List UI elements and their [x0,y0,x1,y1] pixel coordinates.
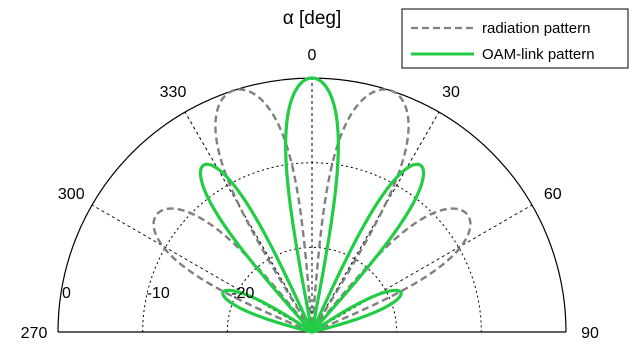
angle-tick-label: 60 [544,186,562,203]
legend-label-oam: OAM-link pattern [482,46,595,63]
angle-tick-label: 300 [58,186,85,203]
polar-grid [57,77,567,333]
series-oam-link-pattern [198,76,426,334]
legend-label-radiation: radiation pattern [482,20,590,37]
series-layer [152,76,472,334]
polar-ring-20 [226,246,398,333]
legend: radiation pattern OAM-link pattern [401,8,629,69]
radial-tick-label: 0 [62,285,71,302]
angle-tick-label: 30 [442,84,460,101]
angle-tick-label: 90 [581,325,599,342]
radial-tick-label: -10 [147,285,170,302]
angle-tick-label: 0 [308,47,317,64]
polar-spoke-60 [311,204,533,333]
legend-box [401,8,629,69]
tick-labels: 0 30 60 90 270 300 330 0 -10 -20 [21,47,599,342]
angle-axis-title: α [deg] [283,8,342,29]
angle-tick-label: 330 [160,84,187,101]
polar-spoke--60 [91,204,313,333]
angle-tick-label: 270 [21,325,48,342]
radial-tick-label: -20 [231,285,254,302]
